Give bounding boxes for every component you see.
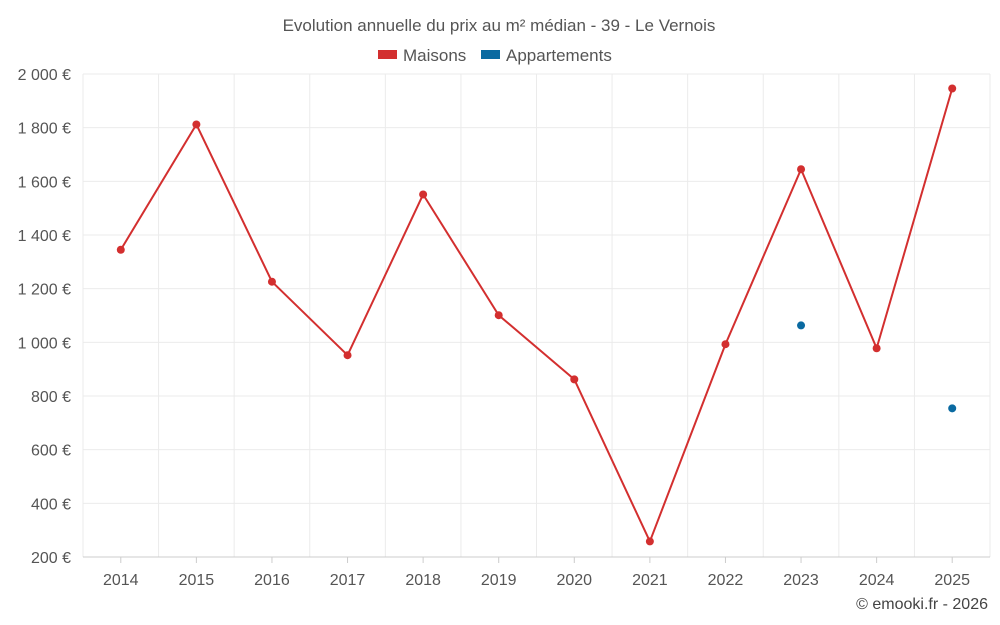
- data-point-maisons[interactable]: [948, 84, 957, 93]
- data-point-maisons[interactable]: [419, 190, 428, 199]
- y-axis: 200 € 400 € 600 € 800 € 1 000 € 1 200 € 1 400 …: [18, 67, 71, 567]
- x-tick-label: 2015: [179, 572, 215, 589]
- y-tick-label: 800 €: [31, 389, 71, 406]
- y-tick-label: 2 000 €: [18, 67, 71, 84]
- data-point-maisons[interactable]: [116, 245, 125, 254]
- legend-item-maisons[interactable]: Maisons: [378, 46, 466, 65]
- y-tick-label: 1 000 €: [18, 335, 71, 352]
- data-point-maisons[interactable]: [797, 165, 806, 174]
- x-tick-label: 2018: [405, 572, 441, 589]
- y-tick-label: 600 €: [31, 443, 71, 460]
- data-point-maisons[interactable]: [721, 340, 730, 349]
- y-tick-label: 1 400 €: [18, 228, 71, 245]
- data-point-appartements[interactable]: [797, 321, 806, 330]
- data-point-maisons[interactable]: [343, 351, 352, 360]
- data-point-maisons[interactable]: [570, 375, 579, 384]
- data-point-maisons[interactable]: [192, 120, 201, 129]
- y-tick-label: 400 €: [31, 496, 71, 513]
- grid: [82, 73, 991, 557]
- x-tick-label: 2022: [708, 572, 744, 589]
- data-point-maisons[interactable]: [872, 344, 881, 353]
- data-point-maisons[interactable]: [494, 311, 503, 320]
- series-line-maisons: [119, 88, 954, 543]
- series: [116, 84, 957, 546]
- y-tick-label: 1 600 €: [18, 174, 71, 191]
- legend-label-appartements: Appartements: [506, 46, 612, 65]
- y-tick-label: 200 €: [31, 550, 71, 567]
- series-appartements: [797, 321, 957, 413]
- x-tick-label: 2019: [481, 572, 517, 589]
- y-tick-label: 1 800 €: [18, 121, 71, 138]
- x-tick-label: 2017: [330, 572, 366, 589]
- x-axis: 2014 2015 2016 2017 2018 2019 2020 2021 2022 2023…: [83, 556, 990, 589]
- legend-swatch-appartements: [481, 50, 500, 59]
- credit-text: © emooki.fr - 2026: [856, 596, 988, 613]
- data-point-maisons[interactable]: [267, 277, 276, 286]
- x-tick-label: 2016: [254, 572, 290, 589]
- x-tick-label: 2014: [103, 572, 139, 589]
- legend: Maisons Appartements: [378, 46, 612, 65]
- x-tick-label: 2024: [859, 572, 895, 589]
- data-point-maisons[interactable]: [645, 537, 654, 546]
- legend-label-maisons: Maisons: [403, 46, 466, 65]
- y-tick-label: 1 200 €: [18, 282, 71, 299]
- x-tick-label: 2023: [783, 572, 819, 589]
- x-tick-label: 2025: [934, 572, 970, 589]
- x-tick-label: 2020: [556, 572, 592, 589]
- legend-item-appartements[interactable]: Appartements: [481, 46, 612, 65]
- legend-swatch-maisons: [378, 50, 397, 59]
- chart-title: Evolution annuelle du prix au m² médian …: [283, 16, 716, 35]
- x-tick-label: 2021: [632, 572, 668, 589]
- series-maisons: [116, 84, 957, 546]
- data-point-appartements[interactable]: [948, 404, 957, 413]
